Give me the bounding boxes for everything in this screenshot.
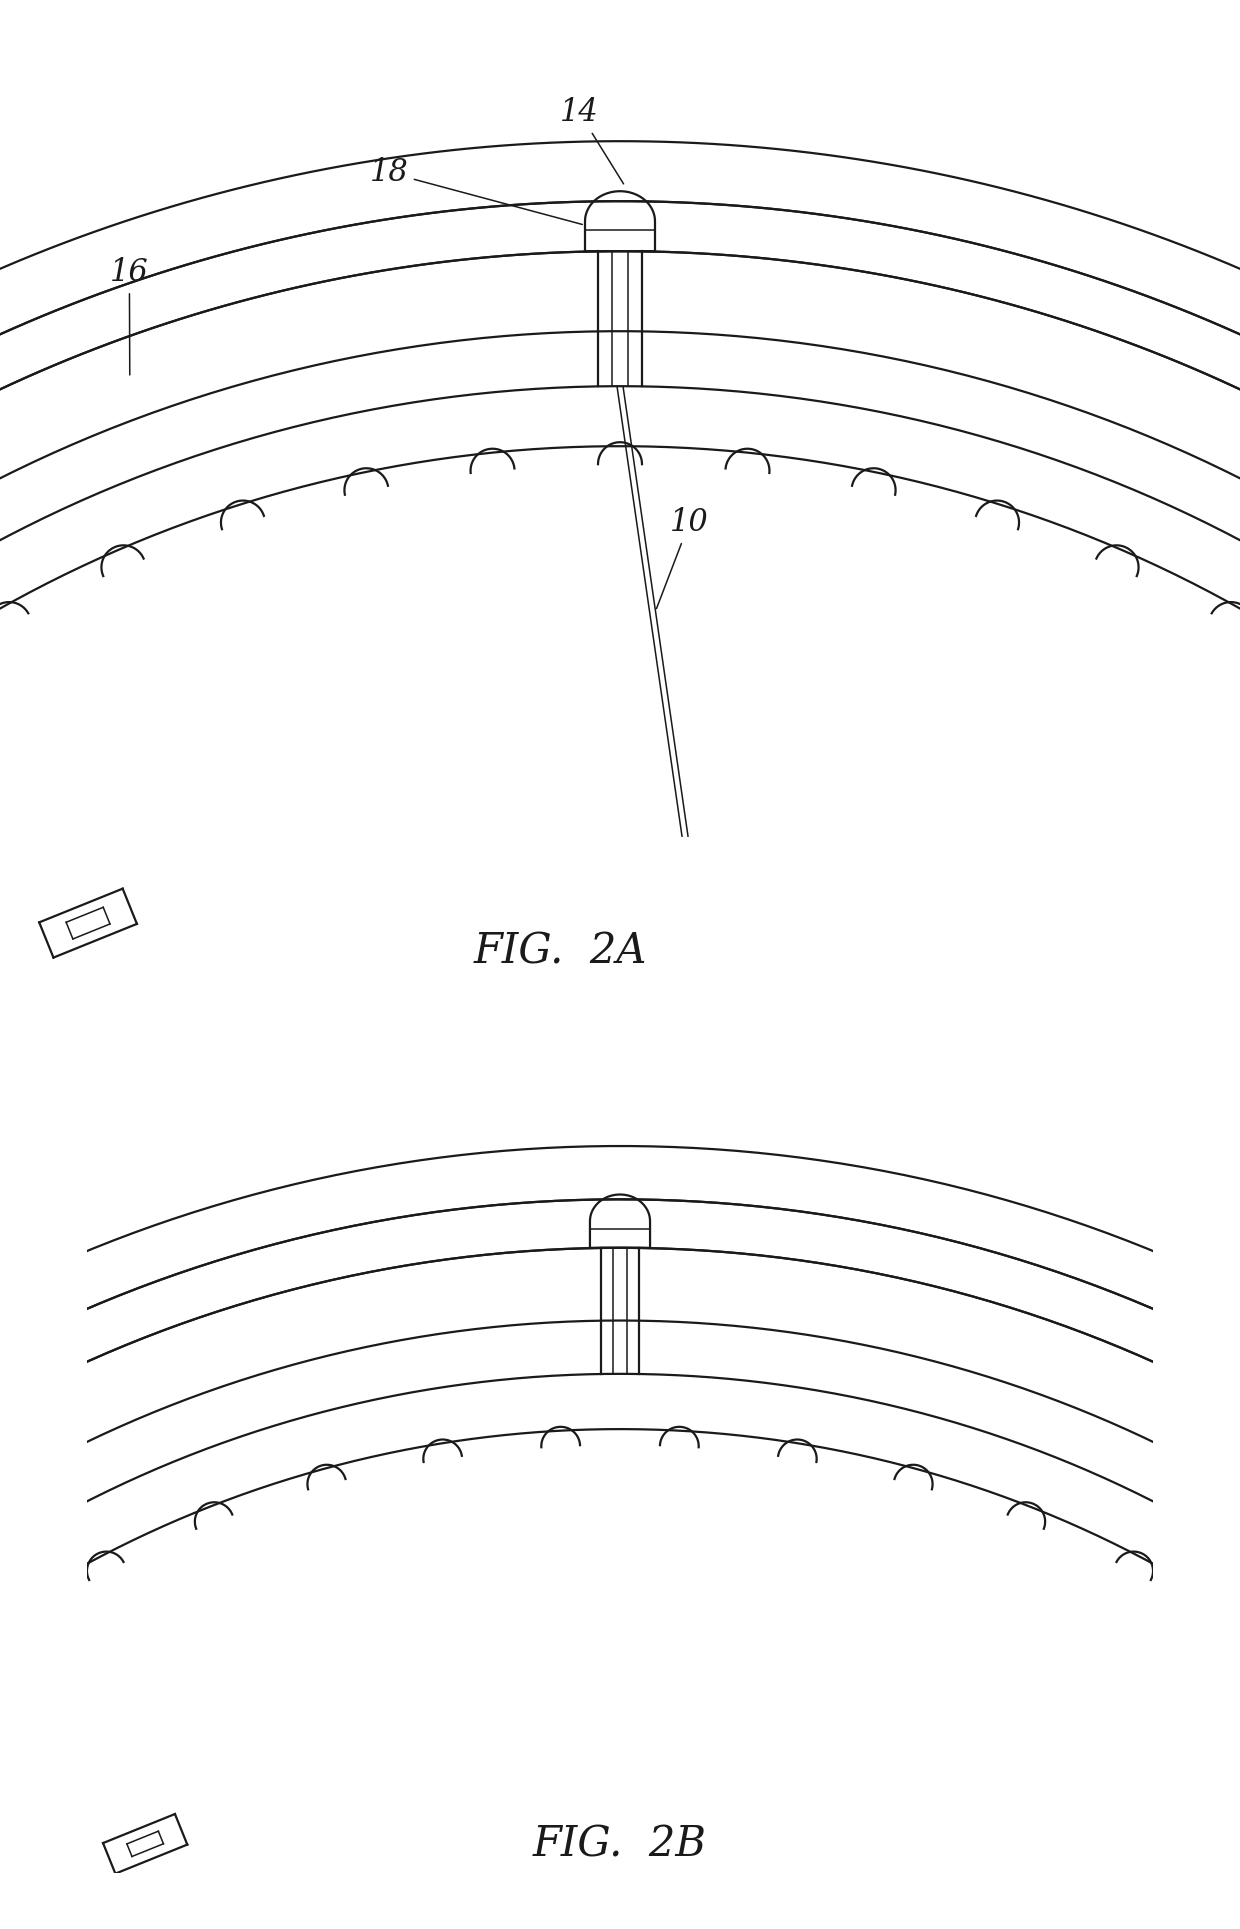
Text: 14: 14 [560, 96, 624, 183]
Text: FIG.  2A: FIG. 2A [474, 930, 647, 972]
Text: 18: 18 [370, 156, 583, 224]
Text: 10: 10 [656, 507, 709, 608]
Text: FIG.  2B: FIG. 2B [533, 1823, 707, 1865]
Text: 16: 16 [110, 257, 149, 374]
